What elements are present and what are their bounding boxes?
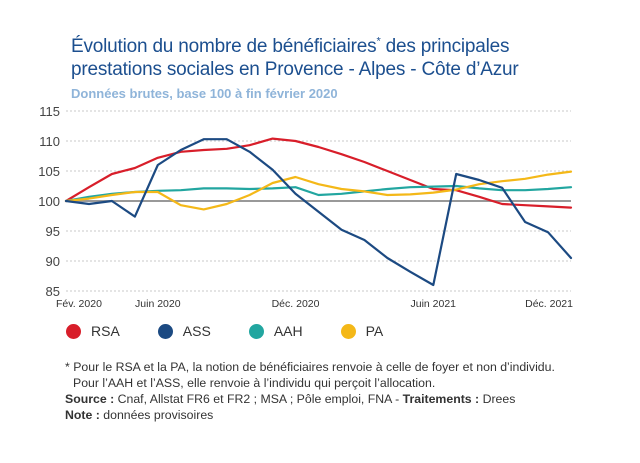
y-tick-label-110: 110 — [39, 134, 60, 149]
series-line-rsa — [66, 139, 571, 208]
y-tick-label-100: 100 — [38, 194, 60, 209]
series-line-ass — [66, 139, 571, 285]
legend-item-ass: ASS — [158, 323, 211, 339]
legend-swatch-aah — [249, 324, 264, 339]
x-tick-label-2: Déc. 2020 — [272, 298, 320, 310]
legend-label-pa: PA — [366, 323, 384, 339]
legend-swatch-rsa — [66, 324, 81, 339]
note-line: Note : données provisoires — [65, 407, 625, 423]
treatments-text: Drees — [479, 392, 515, 406]
x-tick-label-0: Fév. 2020 — [56, 298, 102, 310]
legend: RSA ASS AAH PA — [66, 321, 421, 341]
treatments-label: Traitements : — [403, 392, 480, 406]
source-text: Cnaf, Allstat FR6 et FR2 ; MSA ; Pôle em… — [114, 392, 402, 406]
legend-label-aah: AAH — [274, 323, 303, 339]
x-tick-label-3: Juin 2021 — [410, 298, 456, 310]
x-tick-label-1: Juin 2020 — [135, 298, 181, 310]
footnote-line-1: * Pour le RSA et la PA, la notion de bén… — [65, 359, 625, 375]
note-text: données provisoires — [100, 408, 213, 422]
source-label: Source : — [65, 392, 114, 406]
y-tick-label-90: 90 — [46, 254, 60, 269]
series-ass — [66, 139, 571, 285]
note-label: Note : — [65, 408, 100, 422]
y-tick-label-105: 105 — [38, 164, 60, 179]
legend-item-pa: PA — [341, 323, 384, 339]
x-tick-label-4: Déc. 2021 — [525, 298, 573, 310]
legend-swatch-pa — [341, 324, 356, 339]
y-tick-label-115: 115 — [39, 104, 60, 119]
source-line: Source : Cnaf, Allstat FR6 et FR2 ; MSA … — [65, 391, 625, 407]
legend-swatch-ass — [158, 324, 173, 339]
y-tick-label-85: 85 — [46, 284, 60, 299]
footnote-line-2: Pour l’AAH et l’ASS, elle renvoie à l’in… — [65, 375, 625, 391]
legend-item-aah: AAH — [249, 323, 303, 339]
legend-label-ass: ASS — [183, 323, 211, 339]
legend-item-rsa: RSA — [66, 323, 120, 339]
chart-notes: * Pour le RSA et la PA, la notion de bén… — [65, 359, 625, 423]
series-rsa — [66, 139, 571, 208]
legend-label-rsa: RSA — [91, 323, 120, 339]
y-tick-label-95: 95 — [46, 224, 60, 239]
